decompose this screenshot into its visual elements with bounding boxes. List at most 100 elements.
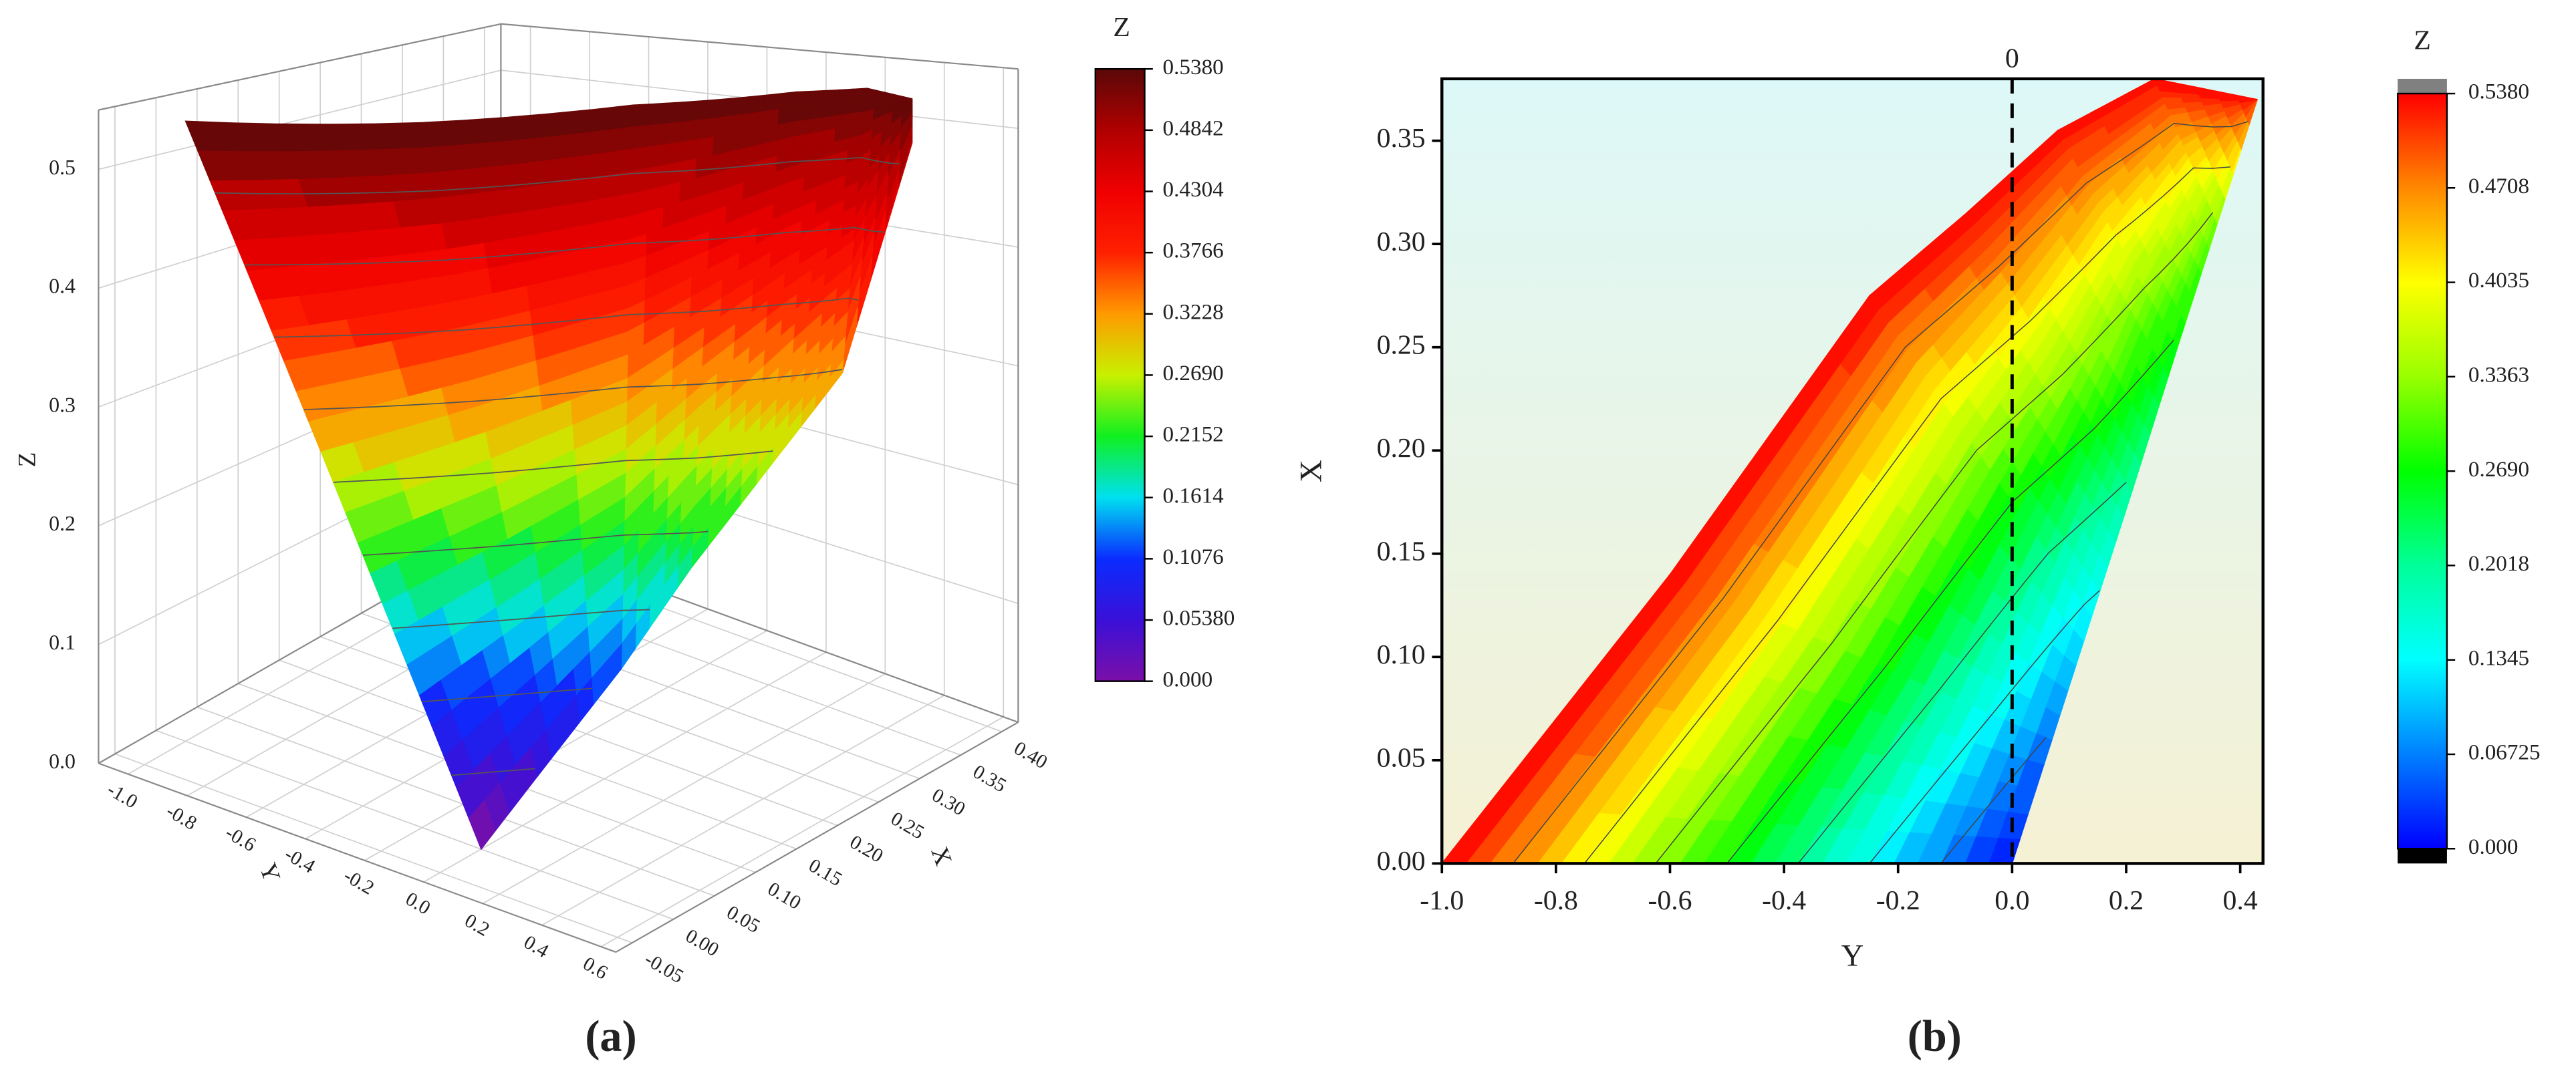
colorbar-tick-label: 0.3363 — [2468, 362, 2529, 387]
contour-line — [362, 530, 709, 556]
surface-cell — [631, 125, 650, 150]
surface-cell — [385, 172, 436, 203]
y-tick-label: -0.6 — [222, 822, 259, 856]
surface-cell — [874, 90, 886, 101]
x-tick-label: 0.35 — [969, 761, 1010, 797]
contour-line — [1869, 590, 2100, 864]
surface-cell — [631, 146, 649, 172]
colorbar-tick-label: 0.5380 — [2468, 80, 2529, 104]
y-tick-label: 0.15 — [1377, 536, 1426, 567]
z-tick-label: 0.2 — [49, 512, 76, 535]
x-tick-label: 0.2 — [2109, 885, 2144, 916]
colorbar — [1094, 67, 1146, 682]
y-tick-label: -0.8 — [162, 800, 200, 834]
colorbar-tick-label: 0.000 — [2468, 834, 2519, 859]
surface-cell — [378, 147, 430, 176]
x-tick-label: 0.10 — [764, 878, 805, 914]
y-tick-label: 0.35 — [1377, 123, 1426, 154]
y-tick-label: 0.2 — [461, 910, 493, 941]
y-tick-label: 0.6 — [579, 953, 612, 983]
surface-cell — [680, 120, 700, 143]
surface-cell — [823, 89, 840, 105]
surface-cell — [763, 93, 781, 113]
colorbar-tick-label: 0.000 — [1163, 667, 1213, 691]
grid-line — [98, 69, 501, 170]
grid-line — [114, 753, 633, 943]
x-tick-label: 0.4 — [2223, 885, 2258, 916]
y-tick-label: 0.00 — [1377, 846, 1426, 877]
figure-root: 0.0 0.1 0.2 0.3 0.4 0.5 -1.0 -0.8 -0.6 -0.4 -0.2 0.… — [13, 12, 2541, 1061]
surface-cell — [795, 90, 811, 108]
colorbar-over — [2398, 78, 2447, 94]
surface-cell — [648, 123, 666, 148]
y-tick-label: -1.0 — [104, 779, 141, 813]
panel-label: (b) — [1908, 1012, 1962, 1061]
x-tick-label: 0.30 — [928, 784, 969, 820]
colorbar-tick-label: 0.5380 — [1163, 55, 1224, 80]
grid-line — [541, 694, 945, 926]
axis-edge — [98, 762, 616, 953]
surface-cell — [663, 141, 682, 166]
surface-cell — [837, 88, 854, 104]
colorbar-tick-label: 0.4842 — [1163, 116, 1224, 140]
colorbar-tick-label: 0.2690 — [2468, 457, 2529, 482]
contour-line — [333, 450, 773, 483]
contour-line — [1513, 121, 2248, 864]
grid-line — [319, 636, 838, 826]
colorbar-tick-label: 0.4708 — [2468, 174, 2529, 198]
surface-cell — [468, 800, 496, 851]
surface-cell — [807, 104, 825, 121]
x-axis-title: X — [926, 843, 958, 869]
y-tick-label: 0.0 — [402, 889, 434, 919]
contour-line — [451, 768, 535, 776]
colorbar-tick-label: 0.05380 — [1163, 606, 1235, 631]
colorbar-tick-label: 0.2690 — [1163, 361, 1224, 385]
axis-edge — [615, 722, 1019, 953]
x-tick-label: -0.2 — [1876, 885, 1920, 916]
axis-edge — [501, 23, 1019, 70]
colorbar-tick-label: 0.06725 — [2468, 740, 2541, 765]
colorbar-under — [2398, 848, 2447, 864]
surface-cell — [893, 94, 904, 102]
surface-cell — [731, 96, 749, 117]
contour-line — [422, 687, 592, 703]
surface-cell — [865, 88, 877, 101]
contour-line — [215, 156, 900, 194]
z-tick-label: 0.4 — [49, 275, 76, 298]
colorbar-tick-label: 0.1614 — [1163, 483, 1225, 508]
surface-cell — [503, 113, 550, 142]
surface-cell — [465, 140, 511, 170]
x-tick-label: -0.05 — [641, 949, 687, 987]
y-tick-label: -0.4 — [281, 843, 319, 877]
x-tick-label: 0.05 — [723, 902, 764, 938]
surface-cell — [793, 105, 810, 123]
contour-line — [1583, 166, 2231, 864]
grid-line — [156, 730, 674, 920]
surface-cell — [423, 144, 471, 174]
y-axis-title: X — [1293, 460, 1328, 482]
surface-cell — [429, 168, 475, 199]
grid-line — [600, 716, 1004, 947]
grid-line — [423, 651, 827, 883]
y-tick-label: 0.10 — [1377, 639, 1426, 670]
surface-cell — [747, 94, 765, 115]
surface-cell — [698, 99, 717, 121]
colorbar-tick-label: 0.1345 — [2468, 645, 2529, 670]
colorbar-tick-label: 0.4035 — [2468, 268, 2529, 293]
z-tick-label: 0.5 — [49, 156, 76, 179]
colorbar-title: Z — [1113, 12, 1130, 43]
y-tick-label: 0.20 — [1377, 433, 1426, 464]
grid-line — [197, 706, 715, 897]
colorbar-tick-label: 0.3766 — [1163, 239, 1224, 263]
x-tick-label: 0.25 — [887, 808, 928, 844]
contour-line — [303, 369, 843, 410]
x-tick-label: -0.8 — [1534, 885, 1578, 916]
contour-line — [274, 297, 859, 338]
surface-cell — [461, 117, 509, 146]
y-axis-title: Y — [254, 859, 286, 885]
y-tick-label: 0.4 — [520, 931, 552, 962]
axis-edge — [98, 23, 501, 111]
x-tick-label: -1.0 — [1420, 885, 1464, 916]
x-tick-label: 0.40 — [1011, 738, 1051, 774]
x-tick-label: 0.0 — [1994, 885, 2029, 916]
